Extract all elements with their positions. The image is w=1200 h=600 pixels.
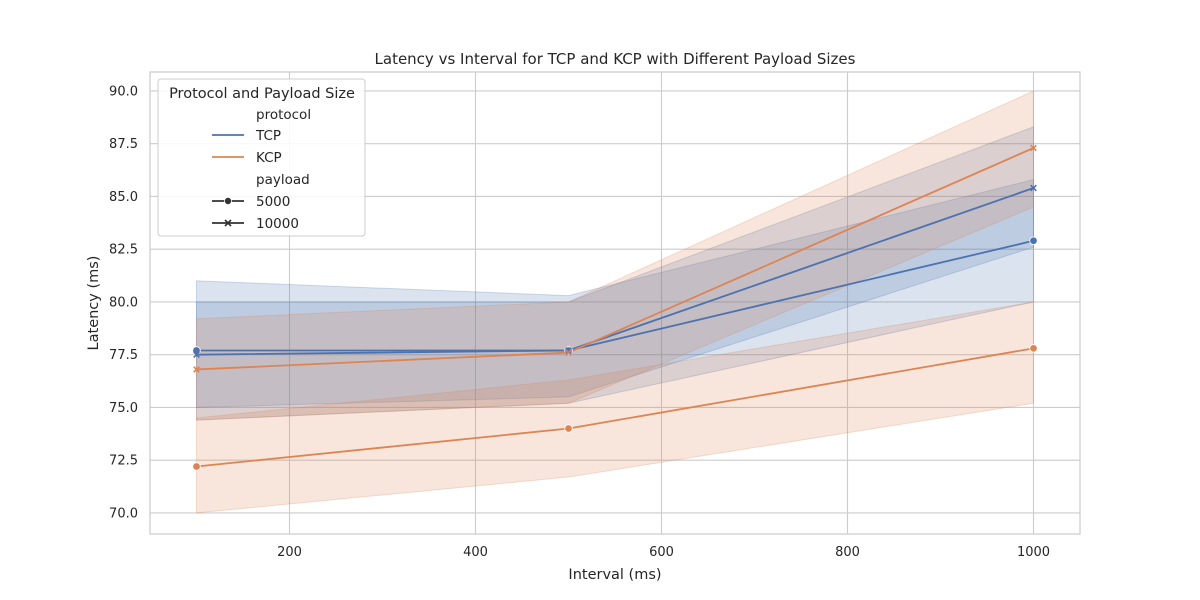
x-tick-label: 400 (463, 545, 488, 560)
legend-10000-marker (224, 219, 232, 227)
y-tick-label: 87.5 (109, 137, 138, 152)
legend-tcp-label: TCP (255, 128, 281, 144)
series-markers (192, 144, 1038, 471)
point-kcp-10000 (565, 349, 572, 356)
ci-band-tcp-10000 (196, 126, 1034, 408)
point-tcp-10000 (565, 347, 572, 354)
y-tick-label: 75.0 (109, 401, 138, 416)
x-tick-labels: 200 400 600 800 1000 (277, 545, 1050, 560)
x-tick-label: 600 (649, 545, 674, 560)
y-tick-labels: 70.0 72.5 75.0 77.5 80.0 82.5 85.0 87.5 90.0 (109, 84, 138, 521)
legend-10000-label: 10000 (256, 216, 299, 232)
ci-band-kcp-5000 (196, 301, 1034, 514)
plot-frame (149, 71, 1081, 535)
y-tick-label: 77.5 (109, 348, 138, 363)
legend-kcp-label: KCP (256, 150, 282, 166)
x-tick-label: 800 (835, 545, 860, 560)
y-tick-label: 72.5 (109, 454, 138, 469)
point-tcp-10000 (193, 351, 200, 359)
y-axis-label: Latency (ms) (86, 256, 102, 351)
point-tcp-5000 (1029, 236, 1038, 245)
y-tick-label: 82.5 (109, 243, 138, 258)
point-kcp-5000 (564, 424, 573, 433)
ci-band-kcp-10000 (196, 90, 1034, 421)
x-tick-label: 1000 (1017, 545, 1050, 560)
point-tcp-10000 (1030, 184, 1037, 192)
legend-5000-marker (223, 196, 232, 205)
legend-5000-label: 5000 (256, 194, 290, 210)
point-kcp-5000 (1029, 344, 1038, 353)
y-tick-label: 70.0 (109, 506, 138, 521)
y-tick-label: 85.0 (109, 190, 138, 205)
chart-title: Latency vs Interval for TCP and KCP with… (375, 50, 856, 68)
x-tick-label: 200 (277, 545, 302, 560)
x-axis-label: Interval (ms) (568, 567, 661, 583)
y-tick-label: 90.0 (109, 84, 138, 99)
y-tick-label: 80.0 (109, 295, 138, 310)
point-kcp-5000 (192, 462, 201, 471)
legend: Protocol and Payload Size protocol TCP K… (157, 78, 366, 237)
legend-protocol-header: protocol (256, 107, 311, 123)
legend-title: Protocol and Payload Size (169, 86, 355, 102)
legend-frame (157, 78, 366, 237)
legend-payload-header: payload (256, 172, 310, 188)
point-kcp-10000 (1030, 144, 1037, 152)
point-kcp-10000 (193, 366, 200, 373)
